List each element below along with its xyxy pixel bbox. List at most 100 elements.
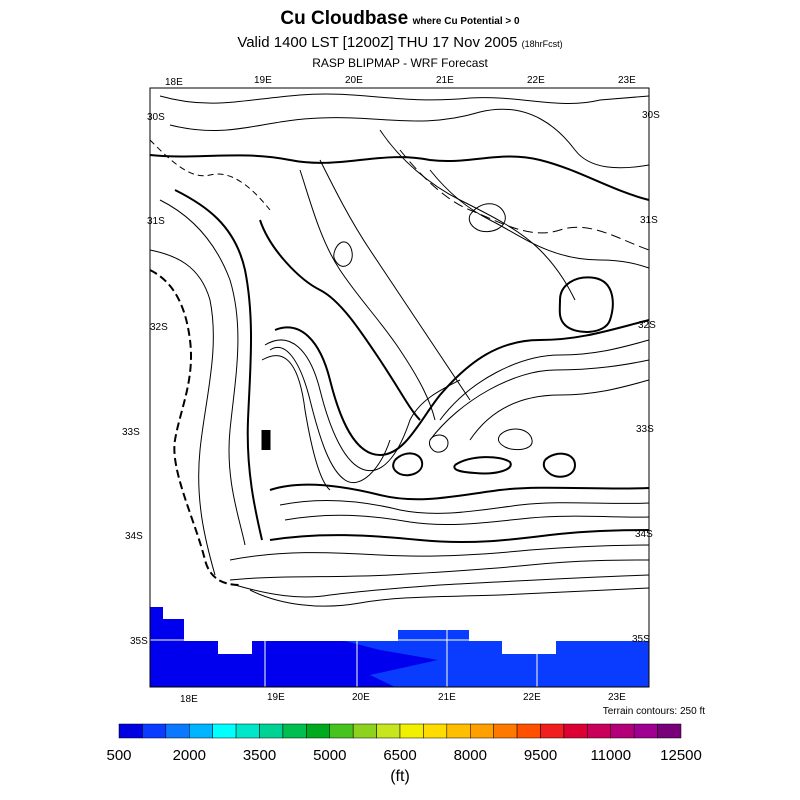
contour-coast-6	[229, 559, 650, 581]
contour-east-1	[439, 339, 650, 421]
contour-ridge-1	[269, 347, 391, 483]
colorbar-swatch	[446, 723, 471, 739]
colorbar-label: 12500	[660, 747, 702, 764]
cloudbase-fill	[150, 607, 649, 687]
top-lon-label: 20E	[345, 75, 363, 86]
colorbar-label: 11000	[590, 747, 631, 764]
colorbar-swatch	[212, 723, 237, 739]
colorbar-swatch	[352, 723, 377, 739]
top-lon-label: 21E	[436, 75, 454, 86]
colorbar-swatch	[376, 723, 401, 739]
contour-coast-4	[269, 529, 650, 544]
terrain-contours	[149, 93, 650, 607]
contour-loop-2	[468, 203, 506, 233]
colorbar-unit: (ft)	[390, 768, 410, 785]
colorbar-swatch	[189, 723, 213, 739]
contour-loop-3	[333, 241, 353, 267]
left-lat-label: 31S	[147, 216, 165, 227]
colorbar-swatch	[540, 723, 565, 739]
top-lon-label: 22E	[527, 75, 545, 86]
colorbar-label: 5000	[313, 747, 346, 764]
bottom-lon-label: 22E	[523, 692, 541, 703]
bottom-lon-label: 18E	[180, 694, 198, 705]
colorbar-label: 2000	[173, 747, 206, 764]
contour-loop-4	[392, 452, 424, 477]
top-lon-label: 23E	[618, 75, 636, 86]
map-title: Cu Cloudbase where Cu Potential > 0	[0, 8, 800, 30]
contour-coast-7	[234, 574, 650, 598]
right-lat-label: 33S	[636, 424, 654, 435]
forecast-hours: (18hrFcst)	[521, 39, 563, 49]
colorbar-swatch	[329, 723, 354, 739]
contour-center-2	[319, 159, 471, 401]
contour-ridge-3	[261, 355, 331, 491]
right-lat-label: 31S	[640, 215, 658, 226]
valid-time: Valid 1400 LST [1200Z] THU 17 Nov 2005 (…	[0, 34, 800, 51]
left-lat-label: 34S	[125, 531, 143, 542]
right-lat-label: 34S	[635, 529, 653, 540]
plot-area	[150, 88, 649, 687]
left-lat-label: 35S	[130, 636, 148, 647]
contour-coast-2	[279, 499, 650, 514]
colorbar-swatch	[423, 723, 448, 739]
colorbar-label: 500	[106, 747, 131, 764]
contour-nw-dashed	[149, 139, 271, 211]
contour-loop-1	[558, 276, 614, 333]
contour-center-6	[429, 169, 650, 269]
colorbar-labels: 500 2000 3500 5000 6500 8000 9500 11000 12500	[106, 747, 701, 764]
colorbar-swatches	[118, 723, 682, 739]
model-name: RASP BLIPMAP - WRF Forecast	[312, 56, 488, 70]
contour-west-2	[149, 269, 241, 586]
top-lon-label: 19E	[254, 75, 272, 86]
fill-light-band	[345, 630, 649, 687]
contour-center-4	[379, 129, 576, 301]
colorbar-swatch	[142, 723, 167, 739]
colorbar-swatch	[282, 723, 307, 739]
contour-ridge-2	[264, 339, 461, 472]
contour-east-3	[469, 379, 650, 441]
colorbar-swatch	[259, 723, 284, 739]
valid-time-text: Valid 1400 LST [1200Z] THU 17 Nov 2005	[237, 34, 518, 51]
contour-north-1	[159, 93, 650, 104]
contour-loop-5	[428, 434, 449, 453]
colorbar-swatch	[235, 723, 260, 739]
colorbar-swatch	[306, 723, 331, 739]
colorbar-label: 9500	[524, 747, 557, 764]
bottom-lon-label: 21E	[438, 692, 456, 703]
bottom-lon-label: 23E	[608, 692, 626, 703]
contour-west-1	[149, 249, 216, 576]
contour-center-5	[399, 149, 650, 251]
colorbar-label: 6500	[383, 747, 416, 764]
left-lat-label: 33S	[122, 427, 140, 438]
coordinate-labels: 18E 19E 20E 21E 22E 23E 18E 19E 20E 21E …	[122, 75, 660, 705]
right-lat-label: 35S	[632, 634, 650, 645]
colorbar-swatch	[587, 723, 611, 739]
contour-loop-6	[542, 452, 577, 478]
contour-east-2	[429, 359, 650, 441]
contour-center-1	[299, 169, 436, 421]
contour-coast-5	[229, 544, 650, 561]
contour-north-3	[149, 154, 650, 201]
contour-coast-1	[269, 483, 650, 501]
colorbar-swatch	[633, 723, 658, 739]
contour-loop-8	[497, 428, 533, 451]
contour-loop-7	[453, 456, 512, 475]
colorbar-label: 8000	[454, 747, 487, 764]
top-lon-label: 18E	[165, 77, 183, 88]
colorbar-swatch	[610, 723, 635, 739]
colorbar-label: 3500	[243, 747, 276, 764]
contour-north-2	[169, 108, 650, 169]
contour-coast-8	[249, 587, 650, 607]
right-lat-label: 32S	[638, 320, 656, 331]
contour-coast-3	[284, 514, 650, 526]
contour-thick-strip	[261, 430, 271, 450]
map-frame	[149, 87, 650, 688]
colorbar-swatch	[399, 723, 424, 739]
colorbar-swatch	[118, 723, 143, 739]
title-main: Cu Cloudbase	[280, 8, 409, 29]
contour-west-3	[159, 199, 246, 546]
bottom-lon-label: 19E	[267, 692, 285, 703]
colorbar-swatch	[165, 723, 190, 739]
colorbar-swatch	[470, 723, 494, 739]
right-lat-label: 30S	[642, 110, 660, 121]
